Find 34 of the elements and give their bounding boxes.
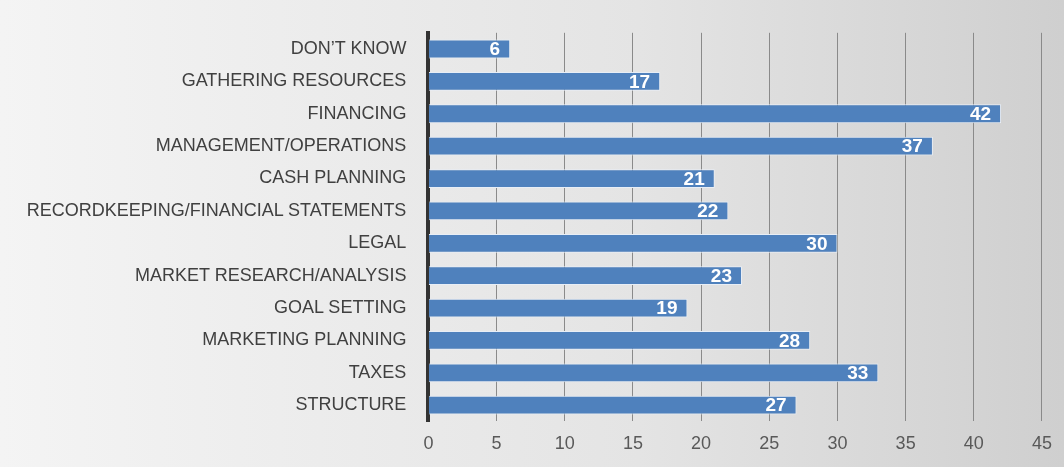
x-tick-label: 5 [491,433,502,454]
data-label: 33 [847,362,869,384]
x-tick-label: 35 [895,433,916,454]
x-tick-label: 40 [963,433,984,454]
data-label: 6 [489,38,501,60]
y-tick-label: MANAGEMENT/OPERATIONS [155,135,407,156]
y-tick-label: RECORDKEEPING/FINANCIAL STATEMENTS [26,199,407,220]
y-tick-label: GATHERING RESOURCES [181,70,407,91]
data-label: 42 [969,102,992,124]
x-tick-label: 15 [622,433,643,454]
y-tick-label: CASH PLANNING [259,167,407,188]
x-tick-label: 20 [691,433,712,454]
y-tick-label: TAXES [348,361,407,382]
y-tick-label: DON’T KNOW [290,37,407,58]
data-label: 27 [765,394,787,416]
y-tick-label: MARKETING PLANNING [202,329,407,350]
y-tick-label: LEGAL [348,232,407,253]
x-tick-label: 30 [827,433,848,454]
y-tick-label: GOAL SETTING [274,297,407,318]
x-tick-label: 45 [1031,433,1052,454]
data-label: 17 [629,70,651,92]
data-label: 19 [656,297,678,319]
data-label: 28 [779,329,801,351]
data-label: 22 [697,200,719,222]
data-label: 37 [901,135,923,157]
x-tick-label: 25 [759,433,780,454]
y-tick-label: STRUCTURE [295,394,407,415]
x-tick-label: 0 [423,433,434,454]
data-label: 21 [683,167,706,189]
y-tick-label: MARKET RESEARCH/ANALYSIS [134,264,407,285]
data-label: 30 [806,232,828,254]
y-tick-label: FINANCING [307,102,407,123]
data-label: 23 [710,264,732,286]
x-tick-label: 10 [554,433,575,454]
